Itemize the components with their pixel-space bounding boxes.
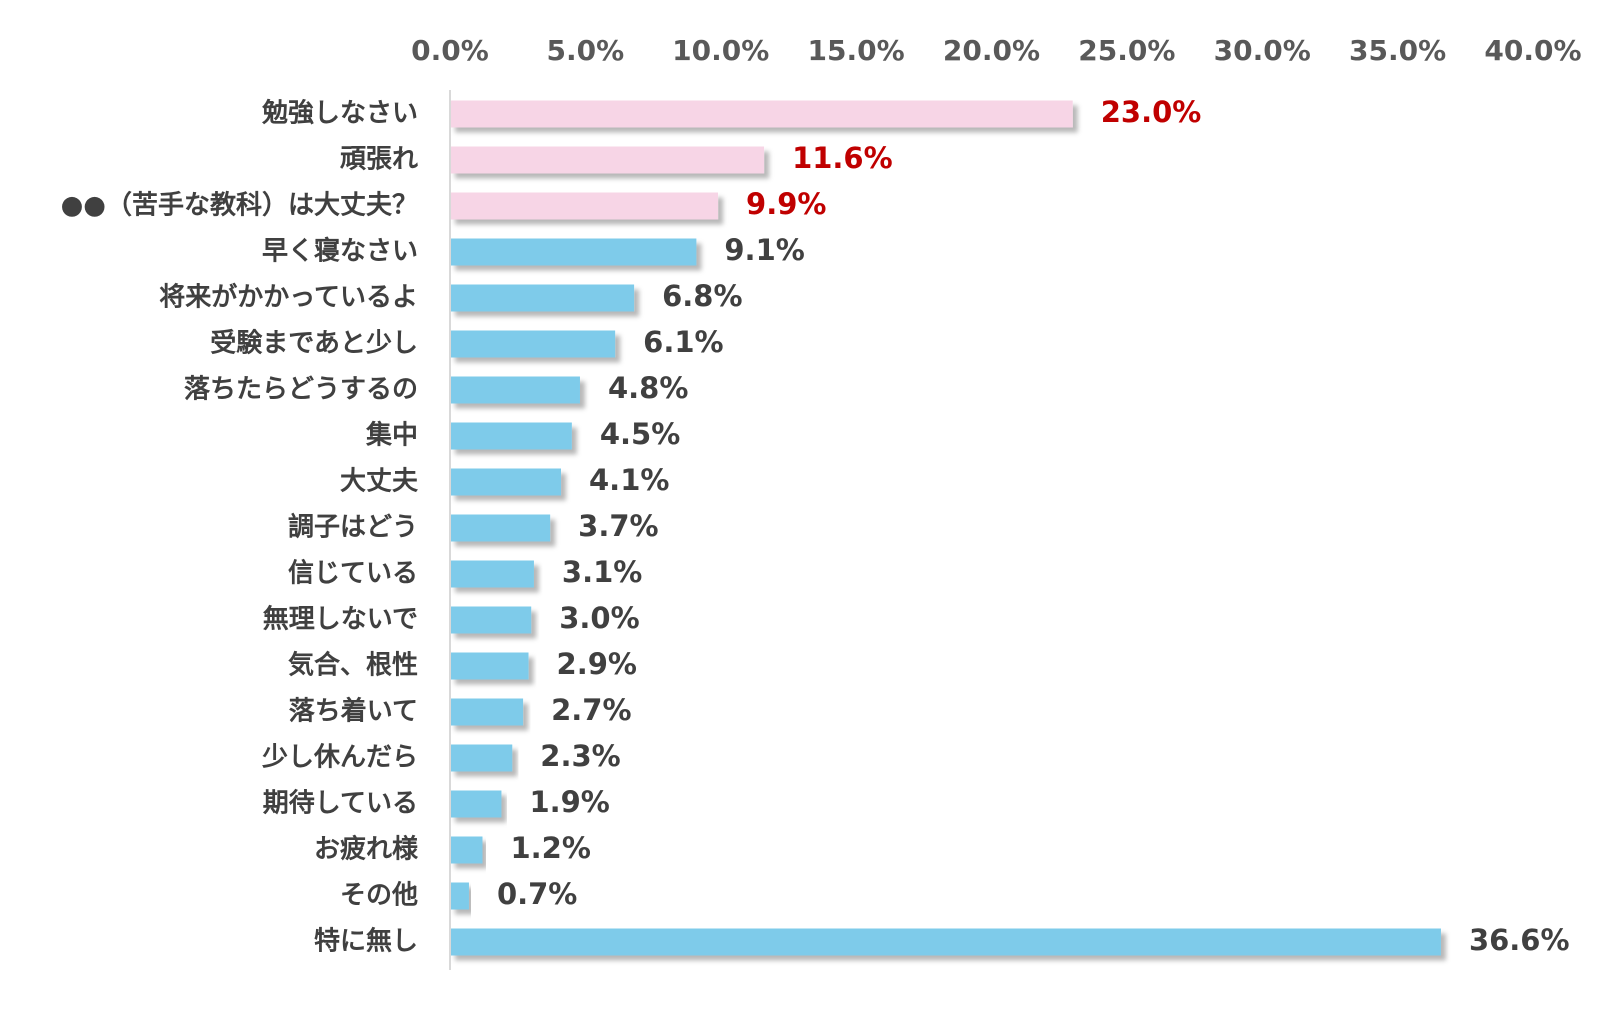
value-label: 3.7%	[578, 509, 658, 543]
value-label: 4.1%	[589, 463, 669, 497]
x-tick-label: 10.0%	[672, 34, 769, 67]
bar	[450, 100, 1073, 128]
value-label: 23.0%	[1101, 95, 1202, 129]
bar	[450, 560, 534, 588]
category-label: 信じている	[288, 559, 418, 589]
bar	[450, 146, 765, 174]
value-label: 2.9%	[557, 647, 637, 681]
value-label: 2.7%	[551, 693, 631, 727]
category-label: ●●（苦手な教科）は大丈夫？	[61, 191, 418, 221]
category-label: 少し休んだら	[261, 743, 418, 773]
bar	[450, 330, 616, 358]
x-tick-label: 0.0%	[411, 34, 489, 67]
category-label: 落ち着いて	[289, 696, 418, 727]
value-label: 4.5%	[600, 417, 680, 451]
x-tick-label: 15.0%	[808, 34, 905, 67]
category-label: 早く寝なさい	[262, 236, 418, 267]
x-tick-label: 5.0%	[547, 34, 625, 67]
value-label: 1.2%	[510, 831, 590, 865]
x-tick-label: 25.0%	[1078, 34, 1175, 67]
value-label: 9.1%	[724, 233, 804, 267]
value-label: 6.1%	[643, 325, 723, 359]
value-label: 0.7%	[497, 877, 577, 911]
category-label: 頑張れ	[340, 145, 418, 175]
category-label: 無理しないで	[263, 605, 418, 635]
bar	[450, 422, 572, 450]
category-label: 大丈夫	[340, 467, 419, 497]
value-label: 2.3%	[540, 739, 620, 773]
bar	[450, 284, 635, 312]
bar	[450, 238, 697, 266]
category-label: お疲れ様	[314, 834, 419, 865]
value-labels: 23.0% 11.6% 9.9% 9.1% 6.8% 6.1% 4.8% 4.5% 4.1% 3.…	[497, 95, 1570, 957]
value-label: 3.1%	[562, 555, 642, 589]
category-label: 気合、根性	[288, 650, 418, 681]
bar	[450, 652, 529, 680]
category-label: 落ちたらどうするの	[184, 375, 418, 405]
value-label: 9.9%	[746, 187, 826, 221]
category-label: 勉強しなさい	[261, 99, 418, 129]
x-tick-label: 30.0%	[1214, 34, 1311, 67]
bar	[450, 882, 469, 910]
value-label: 6.8%	[662, 279, 742, 313]
category-label: 調子はどう	[288, 512, 418, 543]
category-label: その他	[340, 881, 418, 911]
value-label: 4.8%	[608, 371, 688, 405]
bar	[450, 192, 719, 220]
bar	[450, 606, 532, 634]
value-label: 3.0%	[559, 601, 639, 635]
x-tick-label: 35.0%	[1349, 34, 1446, 67]
x-tick-label: 40.0%	[1484, 34, 1581, 67]
category-label: 期待している	[263, 789, 418, 819]
value-label: 1.9%	[529, 785, 609, 819]
bar	[450, 514, 551, 542]
x-tick-label: 20.0%	[943, 34, 1040, 67]
category-label: 受験まであと少し	[210, 328, 418, 359]
bar	[450, 698, 524, 726]
category-label: 将来がかかっているよ	[159, 282, 418, 313]
bar	[450, 790, 502, 818]
value-label: 36.6%	[1469, 923, 1570, 957]
bar	[450, 836, 483, 864]
bar	[450, 928, 1441, 956]
bar	[450, 744, 513, 772]
bar	[450, 468, 562, 496]
bars	[450, 100, 1441, 956]
category-label: 特に無し	[314, 926, 418, 957]
category-label: 集中	[365, 420, 418, 451]
bar	[450, 376, 580, 404]
x-axis-ticks: 0.0% 5.0% 10.0% 15.0% 20.0% 25.0% 30.0% 35.0% 40…	[411, 34, 1581, 67]
value-label: 11.6%	[792, 141, 893, 175]
